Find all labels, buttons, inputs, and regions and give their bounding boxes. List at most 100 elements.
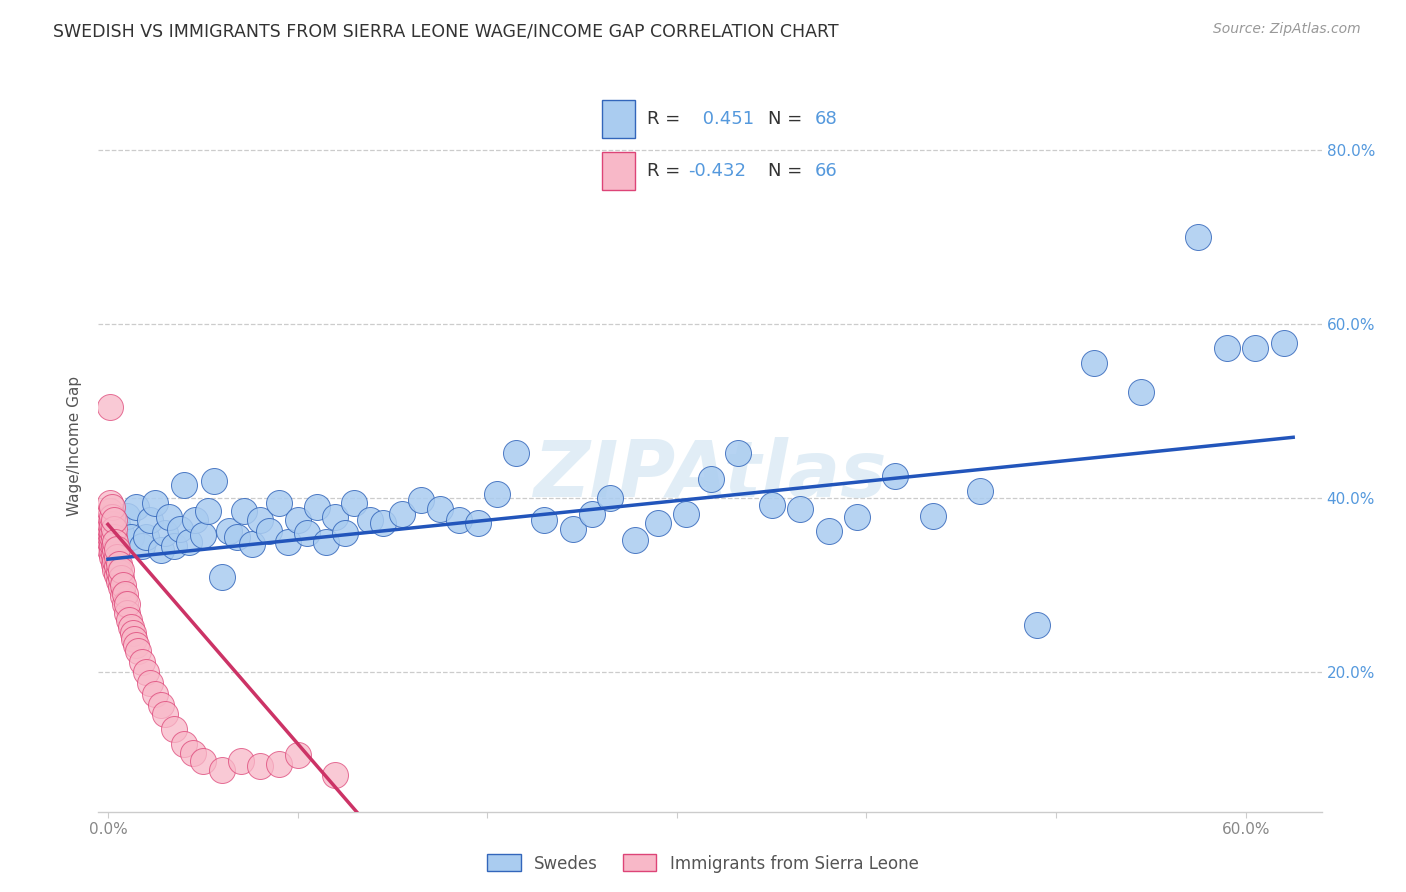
Point — [325, 768, 347, 782]
Point — [505, 446, 527, 460]
Point — [581, 507, 603, 521]
Point — [179, 534, 201, 549]
Point — [533, 513, 555, 527]
Point — [131, 655, 153, 669]
Point — [121, 626, 143, 640]
Point — [110, 526, 132, 541]
Point — [112, 578, 135, 592]
Point — [100, 517, 122, 532]
Point — [115, 508, 138, 523]
Text: R =: R = — [647, 111, 681, 128]
Bar — [602, 100, 636, 138]
Point — [727, 446, 749, 460]
Point — [104, 534, 127, 549]
Point — [599, 491, 621, 506]
Point — [359, 513, 381, 527]
Point — [173, 737, 195, 751]
Point — [169, 522, 191, 536]
Bar — [602, 152, 636, 189]
Point — [333, 526, 356, 541]
Point — [191, 754, 214, 768]
Point — [105, 559, 128, 574]
Point — [114, 598, 136, 612]
Point — [1130, 384, 1153, 399]
Point — [124, 632, 146, 647]
Point — [371, 516, 394, 530]
Point — [105, 550, 128, 565]
Point — [267, 756, 290, 771]
Point — [98, 400, 121, 414]
Point — [98, 530, 121, 544]
Point — [110, 563, 132, 577]
Point — [105, 567, 128, 582]
Point — [98, 543, 121, 558]
Point — [100, 500, 122, 514]
Point — [103, 513, 125, 527]
Point — [100, 550, 122, 565]
Point — [624, 533, 647, 547]
Point — [125, 500, 148, 514]
Point — [105, 517, 128, 532]
Point — [761, 498, 783, 512]
Point — [884, 469, 907, 483]
Point — [211, 763, 233, 777]
Point — [1272, 336, 1295, 351]
Y-axis label: Wage/Income Gap: Wage/Income Gap — [67, 376, 83, 516]
Point — [817, 524, 839, 539]
Point — [100, 510, 122, 524]
Point — [277, 534, 299, 549]
Point — [153, 526, 176, 541]
Point — [846, 510, 869, 524]
Text: SWEDISH VS IMMIGRANTS FROM SIERRA LEONE WAGE/INCOME GAP CORRELATION CHART: SWEDISH VS IMMIGRANTS FROM SIERRA LEONE … — [53, 22, 839, 40]
Point — [100, 543, 122, 558]
Point — [118, 613, 141, 627]
Point — [647, 516, 669, 530]
Point — [267, 495, 290, 509]
Point — [249, 759, 271, 773]
Point — [191, 528, 214, 542]
Point — [105, 541, 128, 556]
Point — [225, 530, 247, 544]
Point — [135, 530, 157, 544]
Point — [112, 589, 135, 603]
Point — [153, 707, 176, 722]
Point — [98, 526, 121, 541]
Point — [115, 606, 138, 620]
Point — [120, 530, 142, 544]
Point — [675, 507, 697, 521]
Point — [240, 536, 263, 550]
Point — [391, 507, 413, 521]
Point — [305, 500, 328, 514]
Point — [197, 504, 219, 518]
Point — [1026, 617, 1049, 632]
Point — [181, 746, 204, 760]
Point — [229, 754, 252, 768]
Point — [100, 524, 122, 539]
Point — [103, 557, 125, 571]
Point — [211, 569, 233, 583]
Point — [233, 504, 256, 518]
Point — [467, 516, 489, 530]
Point — [1244, 342, 1267, 356]
Point — [429, 501, 451, 516]
Text: Source: ZipAtlas.com: Source: ZipAtlas.com — [1213, 22, 1361, 37]
Point — [218, 524, 240, 539]
Point — [287, 748, 309, 763]
Point — [295, 526, 318, 541]
Point — [343, 495, 366, 509]
Point — [150, 698, 173, 713]
Point — [138, 513, 160, 527]
Point — [561, 522, 583, 536]
Point — [131, 539, 153, 553]
Point — [409, 493, 432, 508]
Point — [103, 539, 125, 553]
Point — [315, 534, 337, 549]
Point — [163, 722, 186, 736]
Text: 66: 66 — [815, 161, 838, 179]
Point — [104, 543, 127, 558]
Point — [127, 643, 149, 657]
Point — [135, 665, 157, 680]
Point — [325, 510, 347, 524]
Legend: Swedes, Immigrants from Sierra Leone: Swedes, Immigrants from Sierra Leone — [481, 847, 925, 880]
Point — [98, 522, 121, 536]
